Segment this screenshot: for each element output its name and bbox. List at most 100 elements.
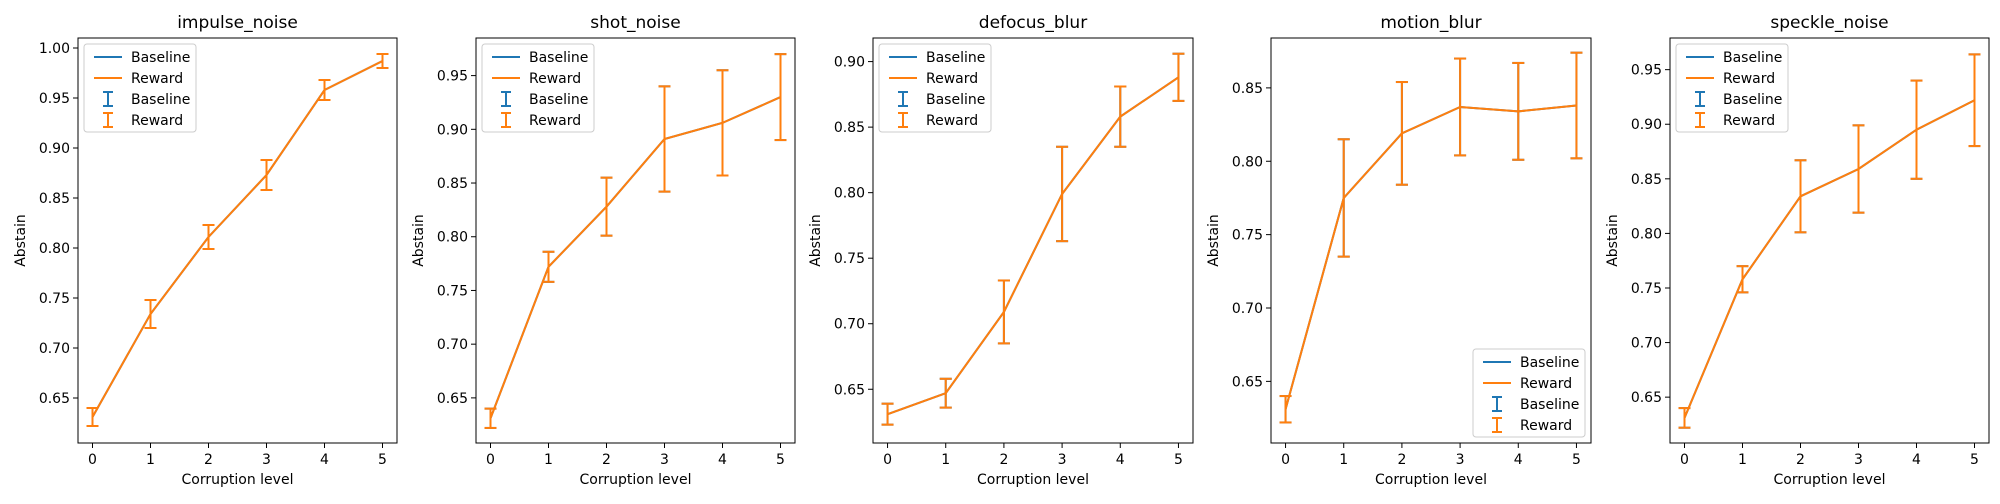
legend-label: Baseline	[1520, 355, 1579, 371]
y-tick-label: 0.90	[39, 141, 70, 157]
x-axis-label: Corruption level	[977, 472, 1089, 488]
y-tick-label: 0.70	[1631, 336, 1662, 352]
legend-box	[1472, 348, 1586, 438]
legend: Baseline Reward Baseline Reward	[878, 43, 992, 133]
y-tick-label: 0.80	[1232, 154, 1263, 170]
legend-box	[83, 43, 197, 133]
y-tick-label: 0.85	[437, 176, 468, 192]
legend-label: Reward	[926, 71, 978, 87]
legend-label: Baseline	[529, 50, 588, 66]
legend-label: Baseline	[131, 92, 190, 108]
y-tick-label: 0.70	[1232, 301, 1263, 317]
x-tick-label: 5	[1572, 452, 1581, 468]
series-line	[1683, 99, 1975, 419]
y-tick-label: 0.90	[1631, 117, 1662, 133]
axes-frame	[872, 37, 1194, 444]
y-tick-label: 0.85	[834, 120, 865, 136]
x-axis-label: Corruption level	[182, 472, 294, 488]
x-tick-label: 5	[1970, 452, 1979, 468]
y-tick-label: 0.80	[437, 230, 468, 246]
x-tick-label: 0	[486, 452, 495, 468]
y-tick-label: 0.65	[437, 391, 468, 407]
legend: Baseline Reward Baseline Reward	[83, 43, 197, 133]
series-reward	[1678, 53, 1981, 429]
x-tick-label: 4	[1116, 452, 1125, 468]
x-tick-label: 4	[320, 452, 329, 468]
panel-title: impulse_noise	[177, 13, 298, 33]
panel-title: speckle_noise	[1770, 13, 1888, 33]
y-tick-label: 0.80	[39, 241, 70, 257]
y-tick-label: 0.70	[834, 317, 865, 333]
legend-label: Reward	[1723, 71, 1775, 87]
axes-frame	[77, 37, 398, 444]
y-tick-label: 0.95	[39, 91, 70, 107]
y-tick-label: 0.75	[39, 291, 70, 307]
y-tick-label: 0.70	[39, 341, 70, 357]
x-tick-label: 0	[1680, 452, 1689, 468]
x-tick-label: 4	[1514, 452, 1523, 468]
y-axis-label: Abstain	[1605, 214, 1621, 267]
x-tick-label: 2	[602, 452, 611, 468]
panel-title: defocus_blur	[979, 13, 1087, 33]
y-tick-label: 0.75	[1232, 228, 1263, 244]
legend: Baseline Reward Baseline Reward	[1675, 43, 1789, 133]
x-tick-label: 1	[1339, 452, 1348, 468]
y-axis-label: Abstain	[411, 214, 427, 267]
x-tick-label: 0	[883, 452, 892, 468]
y-tick-label: 0.90	[834, 55, 865, 71]
x-tick-label: 3	[1456, 452, 1465, 468]
legend-label: Reward	[926, 113, 978, 129]
axes-frame	[475, 37, 796, 444]
series-reward	[881, 52, 1185, 426]
x-tick-label: 1	[1738, 452, 1747, 468]
y-axis-label: Abstain	[808, 214, 824, 267]
legend: Baseline Reward Baseline Reward	[1472, 348, 1586, 438]
y-tick-label: 0.65	[834, 382, 865, 398]
y-tick-label: 1.00	[39, 41, 70, 57]
series-reward	[86, 53, 389, 427]
x-tick-label: 5	[776, 452, 785, 468]
axes-frame	[1669, 37, 1990, 444]
x-axis-label: Corruption level	[1774, 472, 1886, 488]
y-tick-label: 0.80	[834, 186, 865, 202]
x-tick-label: 5	[1174, 452, 1183, 468]
series-line	[1683, 99, 1975, 419]
y-tick-label: 0.85	[39, 191, 70, 207]
axes-frame	[1270, 37, 1592, 444]
y-tick-label: 0.75	[834, 251, 865, 267]
series-line	[887, 76, 1180, 416]
y-tick-label: 0.80	[1631, 226, 1662, 242]
legend-label: Reward	[1520, 418, 1572, 434]
panel-speckle-noise: speckle_noise 0 1 2 3 4 5 0.65 0.70 0.75 0.80 0.85 0…	[1605, 13, 1990, 488]
x-tick-label: 2	[1397, 452, 1406, 468]
legend-label: Baseline	[1723, 92, 1782, 108]
legend-label: Reward	[131, 71, 183, 87]
x-tick-label: 4	[718, 452, 727, 468]
x-tick-label: 1	[146, 452, 155, 468]
y-tick-label: 0.85	[1232, 81, 1263, 97]
legend-label: Baseline	[1520, 397, 1579, 413]
y-tick-label: 0.75	[1631, 281, 1662, 297]
panel-impulse-noise: impulse_noise 0 1 2 3 4 5 0.65 0.70 0.75 0.80 0.85 0…	[13, 13, 398, 488]
x-tick-label: 5	[378, 452, 387, 468]
x-tick-label: 1	[544, 452, 553, 468]
y-tick-label: 0.75	[437, 283, 468, 299]
series-reward	[1279, 51, 1583, 424]
series-line	[489, 96, 781, 419]
x-axis-label: Corruption level	[1375, 472, 1487, 488]
legend-label: Baseline	[926, 50, 985, 66]
legend-box	[878, 43, 992, 133]
y-axis-label: Abstain	[1206, 214, 1222, 267]
legend-label: Baseline	[529, 92, 588, 108]
legend-label: Baseline	[131, 50, 190, 66]
x-tick-label: 0	[88, 452, 97, 468]
y-axis-label: Abstain	[13, 214, 29, 267]
panel-title: shot_noise	[590, 13, 680, 33]
x-tick-label: 2	[204, 452, 213, 468]
x-tick-label: 4	[1912, 452, 1921, 468]
x-axis-label: Corruption level	[580, 472, 692, 488]
legend-label: Reward	[1723, 113, 1775, 129]
y-tick-label: 0.95	[1631, 63, 1662, 79]
y-tick-label: 0.85	[1631, 172, 1662, 188]
